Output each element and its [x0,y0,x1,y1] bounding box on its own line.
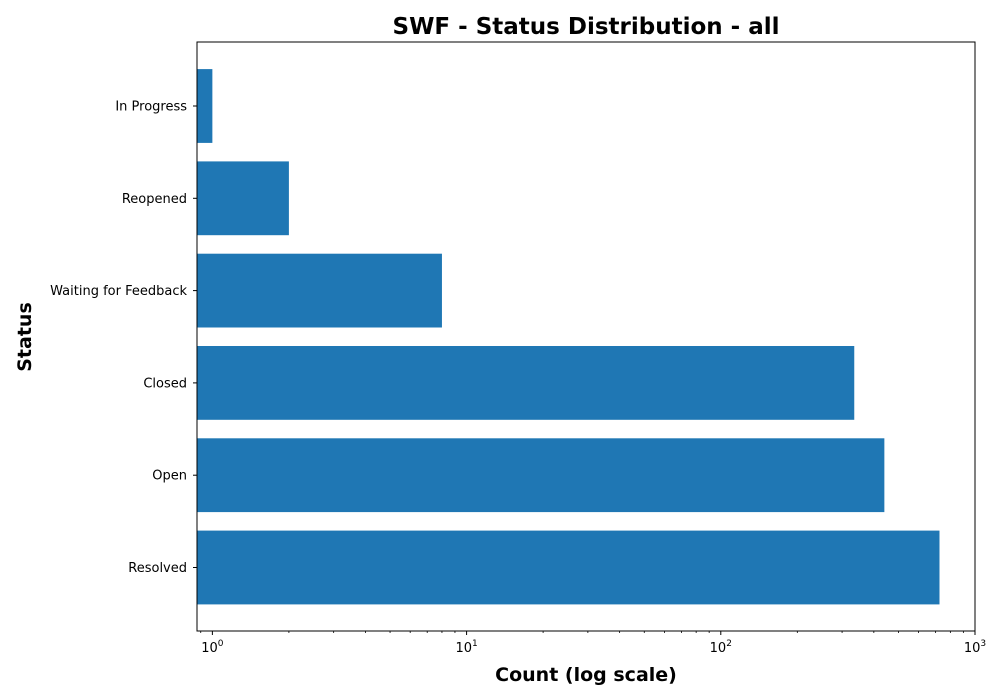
bar [197,253,442,328]
y-tick-label: Closed [143,376,187,391]
plot-frame [196,41,976,632]
x-tick-label: 100 [201,639,224,656]
bar [197,530,940,605]
y-tick-label: Waiting for Feedback [50,284,187,299]
y-axis-ticks: Resolved Open Closed Waiting for Feedback Re… [50,100,197,576]
x-tick-label: 101 [455,639,477,656]
bar [197,161,289,236]
y-tick-label: Resolved [128,561,187,576]
bar [197,438,885,513]
y-tick-label: Open [152,469,187,484]
x-axis-label: Count (log scale) [495,664,677,686]
x-tick-label: 103 [964,639,986,656]
bars-group [197,69,940,605]
x-axis-ticks: 100 101 102 103 [200,631,986,656]
y-tick-label: Reopened [122,192,187,207]
bar [197,346,855,420]
chart-title: SWF - Status Distribution - all [393,14,780,40]
y-tick-label: In Progress [115,100,187,115]
x-tick-label: 102 [710,639,732,656]
y-axis-label: Status [14,302,36,372]
bar [197,69,213,143]
